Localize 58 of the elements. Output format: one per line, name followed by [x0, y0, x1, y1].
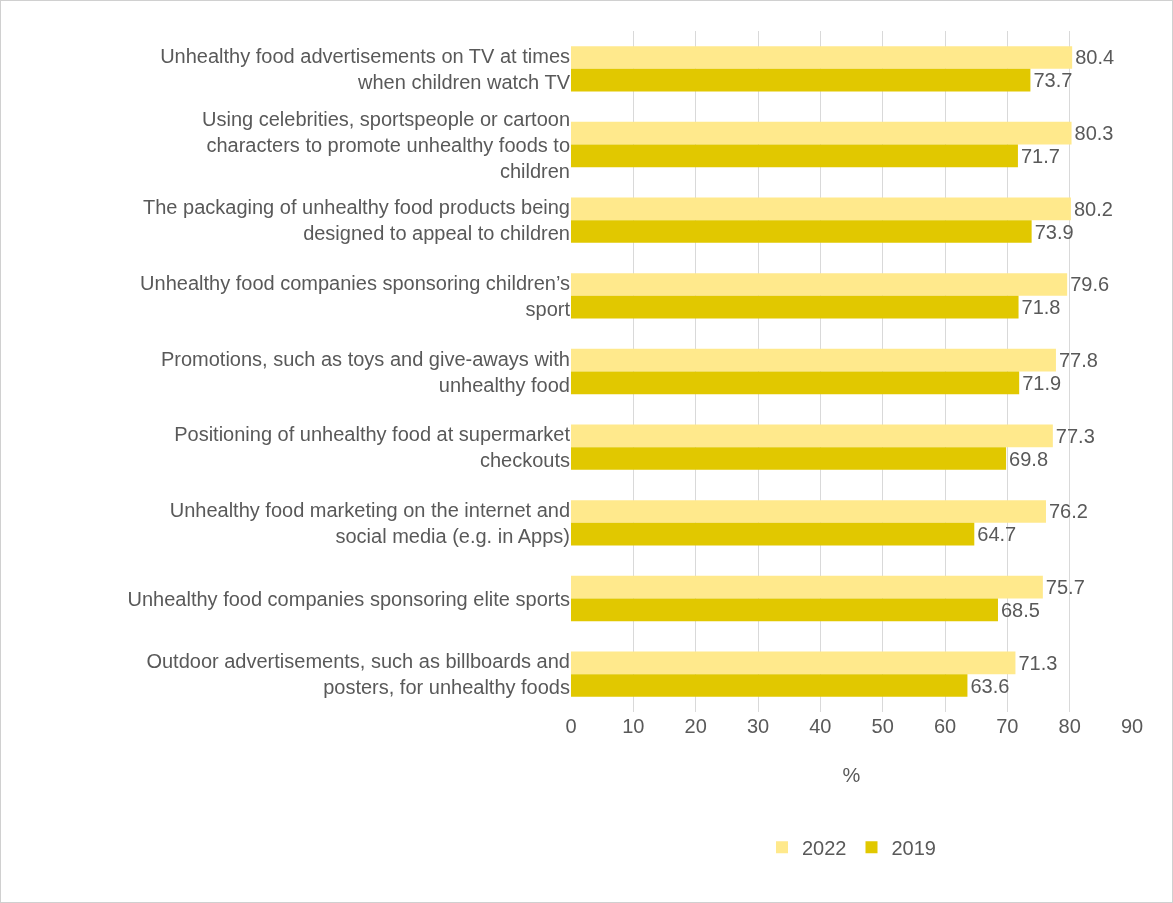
bar — [571, 674, 968, 697]
x-tick-label: 70 — [996, 715, 1019, 737]
data-label: 80.4 — [1075, 46, 1115, 69]
data-label: 75.7 — [1045, 576, 1085, 599]
bar — [571, 220, 1032, 243]
data-label: 71.3 — [1018, 651, 1058, 674]
y-tick-label: The packaging of unhealthy food products being designed to appeal to children — [143, 196, 570, 245]
y-tick-label: Promotions, such as toys and give-aways with unhealthy food — [160, 347, 570, 396]
data-label: 77.3 — [1055, 424, 1095, 447]
x-tick-label: 60 — [933, 715, 957, 737]
bar — [571, 348, 1056, 372]
x-tick-label: 30 — [746, 715, 770, 737]
bar — [571, 197, 1071, 221]
y-tick-label: Unhealthy food companies sponsoring children’s sport — [140, 271, 571, 320]
data-label: 71.7 — [1020, 144, 1060, 167]
bar — [571, 651, 1016, 675]
bar — [571, 598, 998, 622]
legend-label: 2019 — [891, 837, 936, 860]
bar — [571, 68, 1031, 92]
x-tick-label: 0 — [565, 715, 577, 737]
data-label: 64.7 — [977, 523, 1017, 546]
bar — [571, 46, 1073, 69]
y-tick-label: Using celebrities, sportspeople or cartoon characters to promote unhealthy foods to children — [202, 107, 570, 182]
bar — [571, 144, 1018, 168]
bar — [571, 371, 1020, 395]
data-label: 73.7 — [1033, 69, 1073, 92]
data-label: 80.2 — [1073, 197, 1113, 220]
data-label: 68.5 — [1000, 598, 1040, 621]
bar — [571, 295, 1019, 319]
bar — [571, 575, 1043, 599]
y-tick-label: Unhealthy food marketing on the internet and social media (e.g. in Apps) — [169, 498, 570, 547]
y-tick-label: Positioning of unhealthy food at supermarket checkouts — [174, 423, 571, 472]
data-label: 73.9 — [1034, 220, 1074, 243]
data-label: 76.2 — [1048, 500, 1088, 523]
data-label: 71.9 — [1022, 371, 1062, 394]
data-label: 63.6 — [970, 674, 1010, 697]
bar — [571, 500, 1046, 523]
bar — [571, 424, 1053, 448]
x-tick-label: 50 — [871, 715, 894, 737]
y-tick-label: Unhealthy food advertisements on TV at times when children watch TV — [160, 44, 571, 93]
bar — [571, 121, 1072, 145]
data-label: 77.8 — [1058, 349, 1098, 372]
x-axis-title: % — [842, 764, 861, 786]
bar — [571, 273, 1068, 296]
data-label: 79.6 — [1070, 273, 1110, 296]
x-tick-label: 80 — [1058, 715, 1081, 737]
y-tick-label: Unhealthy food companies sponsoring elite sports — [127, 587, 570, 610]
bar — [571, 522, 975, 546]
data-label: 71.8 — [1021, 296, 1061, 319]
y-tick-label: Outdoor advertisements, such as billboards and posters, for unhealthy foods — [146, 650, 570, 699]
x-tick-label: 40 — [809, 715, 832, 737]
data-label: 80.3 — [1074, 122, 1114, 145]
legend-label: 2022 — [802, 837, 847, 860]
data-label: 69.8 — [1009, 447, 1049, 470]
x-tick-label: 10 — [622, 715, 645, 737]
x-tick-label: 20 — [684, 715, 707, 737]
x-tick-label: 90 — [1120, 715, 1144, 737]
bar — [571, 447, 1007, 470]
